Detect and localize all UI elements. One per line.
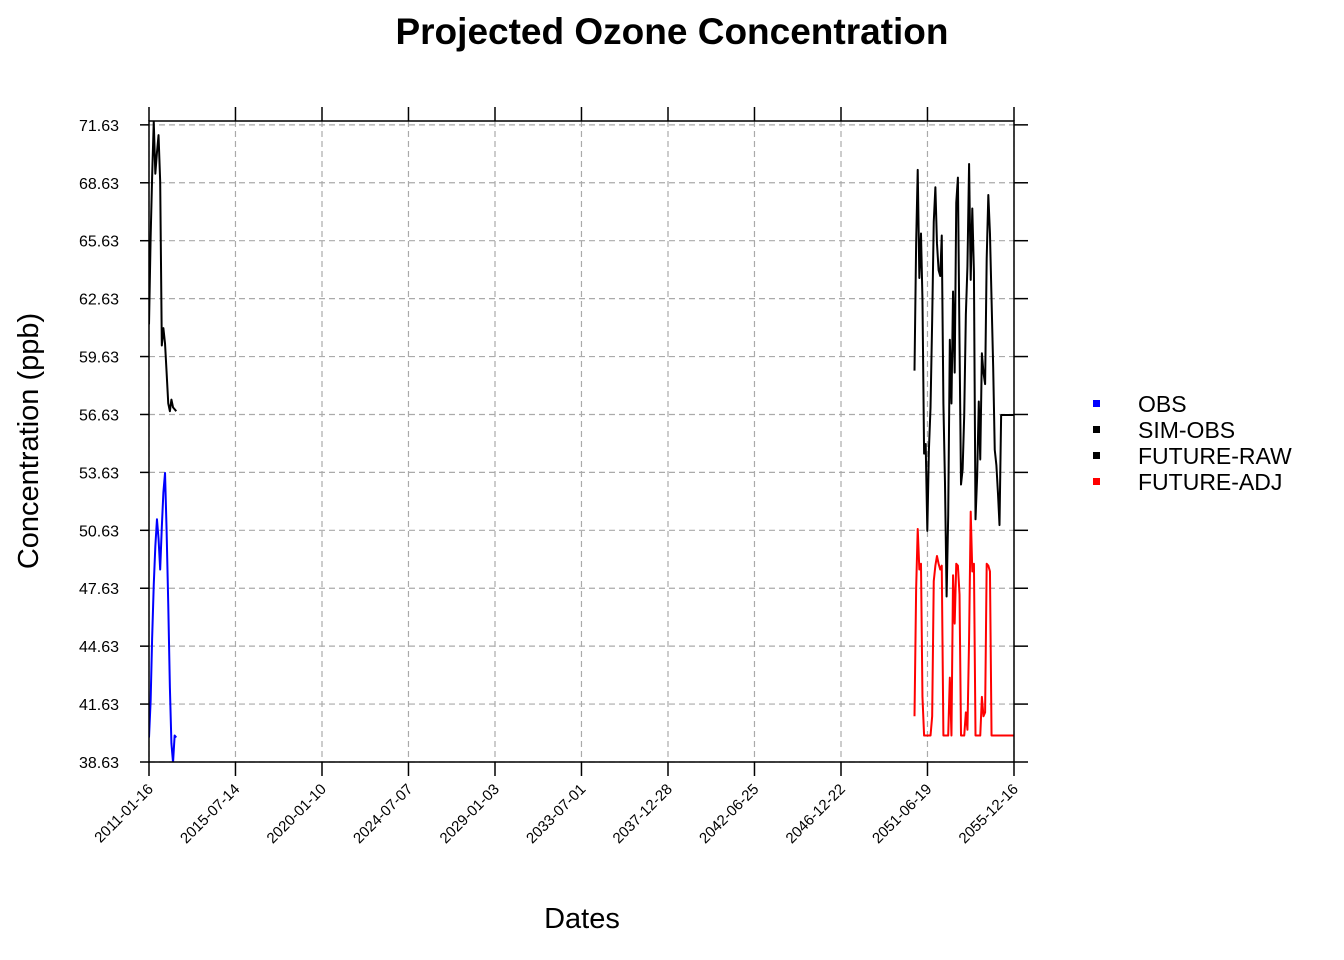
legend-swatch: [1093, 452, 1100, 459]
series-line-obs: [149, 471, 178, 762]
series-line-future-adj: [913, 510, 1014, 737]
x-axis: 2011-01-16 2015-07-14 2020-01-10 2024-07-07…: [91, 107, 1022, 847]
y-tick-label: 44.63: [79, 639, 119, 656]
x-tick-label: 2042-06-25: [696, 781, 762, 847]
y-tick-label: 65.63: [79, 234, 119, 251]
legend-label: FUTURE-ADJ: [1138, 469, 1282, 495]
legend-label: OBS: [1138, 391, 1187, 417]
x-tick-label: 2033-07-01: [523, 781, 589, 847]
y-axis-label: Concentration (ppb): [13, 313, 45, 569]
y-tick-label: 41.63: [79, 697, 119, 714]
x-tick-label: 2051-06-19: [869, 781, 935, 847]
x-tick-label: 2046-12-22: [783, 781, 849, 847]
x-tick-label: 2015-07-14: [177, 781, 243, 847]
x-tick-label: 2055-12-16: [956, 781, 1022, 847]
x-tick-label: 2037-12-28: [610, 781, 676, 847]
legend-swatch: [1093, 426, 1100, 433]
y-tick-label: 47.63: [79, 581, 119, 598]
legend-label: FUTURE-RAW: [1138, 443, 1292, 469]
x-tick-label: 2020-01-10: [264, 781, 330, 847]
y-tick-label: 38.63: [79, 755, 119, 772]
legend-swatch: [1093, 400, 1100, 407]
series-line-future-raw: [913, 163, 1014, 598]
legend-label: SIM-OBS: [1138, 417, 1235, 443]
x-axis-label: Dates: [544, 903, 620, 935]
y-tick-label: 68.63: [79, 176, 119, 193]
y-tick-label: 50.63: [79, 523, 119, 540]
y-tick-label: 59.63: [79, 350, 119, 367]
legend-swatch: [1093, 478, 1100, 485]
series-layer: [149, 121, 1014, 762]
y-tick-label: 53.63: [79, 465, 119, 482]
x-tick-label: 2024-07-07: [350, 781, 416, 847]
series-line-sim-obs: [149, 121, 178, 413]
x-tick-label: 2029-01-03: [437, 781, 503, 847]
y-tick-label: 62.63: [79, 292, 119, 309]
grid-lines: [148, 121, 1015, 763]
y-tick-label: 71.63: [79, 118, 119, 135]
y-axis: 38.63 41.63 44.63 47.63 50.63 53.63 56.63 59.63…: [79, 118, 1028, 772]
chart-title: Projected Ozone Concentration: [395, 11, 948, 52]
y-tick-label: 56.63: [79, 407, 119, 424]
x-tick-label: 2011-01-16: [91, 781, 156, 846]
